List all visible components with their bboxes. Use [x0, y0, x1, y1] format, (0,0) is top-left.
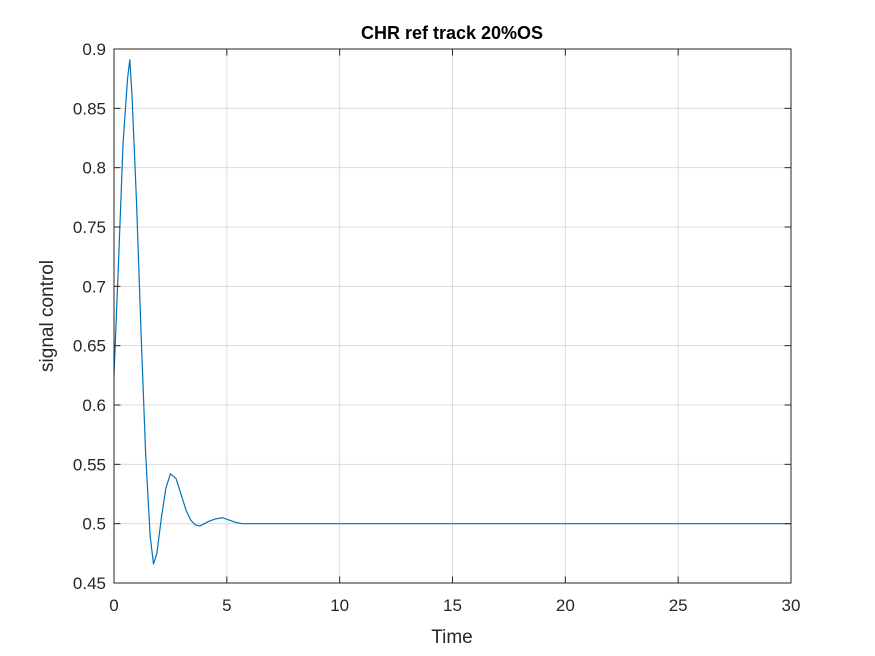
x-tick-label: 10: [330, 596, 349, 615]
ticks: [113, 48, 792, 584]
y-tick-label: 0.55: [73, 455, 106, 474]
y-tick-label: 0.45: [73, 574, 106, 593]
y-tick-label: 0.85: [73, 99, 106, 118]
x-axis-label: Time: [431, 627, 473, 648]
y-tick-label: 0.7: [82, 277, 106, 296]
x-tick-label: 15: [443, 596, 462, 615]
y-tick-label: 0.65: [73, 337, 106, 356]
y-tick-label: 0.6: [82, 396, 106, 415]
series-layer: [113, 59, 792, 565]
chart-title: CHR ref track 20%OS: [361, 23, 543, 43]
x-tick-label: 5: [222, 596, 231, 615]
tick-labels: 0 5 10 15 20 25 30 0.45 0.5 0.55 0.6 0.65 0.7 0.75 0.8…: [73, 40, 801, 615]
x-tick-label: 25: [669, 596, 688, 615]
y-tick-label: 0.9: [82, 40, 106, 59]
grid: [114, 49, 791, 583]
x-tick-label: 20: [556, 596, 575, 615]
series-line: [113, 59, 792, 565]
x-tick-label: 30: [782, 596, 801, 615]
y-axis-label: signal control: [37, 260, 58, 372]
y-tick-label: 0.8: [82, 159, 106, 178]
y-tick-label: 0.5: [82, 515, 106, 534]
x-tick-label: 0: [109, 596, 118, 615]
y-tick-label: 0.75: [73, 218, 106, 237]
